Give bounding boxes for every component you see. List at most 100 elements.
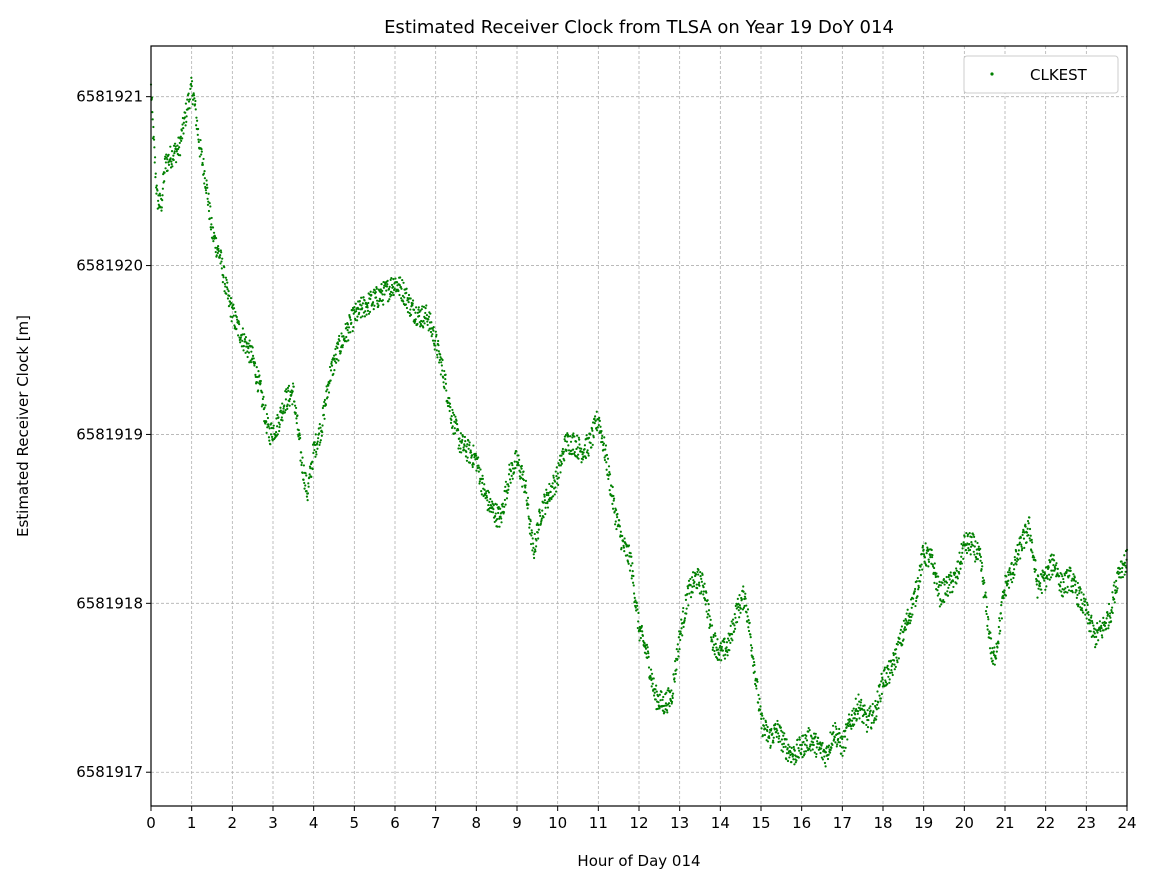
- data-point: [529, 520, 532, 523]
- data-point: [752, 657, 755, 660]
- data-point: [152, 138, 156, 141]
- data-point: [1012, 563, 1015, 566]
- data-point: [633, 600, 636, 604]
- data-point: [291, 390, 294, 393]
- data-point: [793, 763, 796, 766]
- data-point: [564, 439, 567, 443]
- data-point: [349, 318, 352, 321]
- data-point: [361, 307, 364, 310]
- data-point: [637, 620, 640, 623]
- data-point: [302, 464, 305, 467]
- data-point: [529, 542, 533, 546]
- data-point: [1009, 573, 1012, 576]
- data-point: [328, 382, 331, 385]
- data-point: [997, 640, 1000, 643]
- data-point: [488, 500, 491, 504]
- data-point: [514, 466, 517, 470]
- data-point: [634, 606, 637, 609]
- data-point: [605, 453, 609, 457]
- data-point: [837, 737, 840, 741]
- x-tick-label: 21: [995, 814, 1014, 832]
- data-point: [511, 463, 514, 467]
- data-point: [576, 446, 579, 449]
- data-point: [997, 642, 1000, 645]
- x-tick-label: 9: [512, 814, 522, 832]
- data-point: [407, 301, 410, 304]
- data-point: [184, 102, 188, 105]
- data-point: [466, 456, 469, 459]
- data-point: [493, 520, 496, 524]
- data-point: [753, 670, 756, 673]
- data-point: [300, 451, 303, 454]
- data-point: [654, 698, 657, 701]
- data-point: [366, 309, 370, 312]
- data-point: [611, 485, 614, 489]
- data-point: [812, 743, 815, 747]
- data-point: [757, 693, 760, 697]
- data-point: [870, 721, 873, 725]
- data-point: [507, 485, 510, 488]
- data-point: [1115, 589, 1118, 592]
- data-point: [636, 608, 639, 611]
- data-point: [394, 277, 397, 280]
- data-point: [641, 630, 644, 633]
- data-point: [1037, 587, 1040, 590]
- data-point: [976, 552, 979, 555]
- data-point: [899, 628, 902, 631]
- data-point: [207, 192, 210, 195]
- data-point: [376, 302, 379, 305]
- data-point: [1076, 581, 1079, 585]
- data-point: [968, 542, 971, 546]
- data-point: [567, 444, 570, 447]
- data-point: [307, 482, 310, 485]
- data-point: [848, 723, 852, 726]
- data-point: [1089, 630, 1092, 633]
- data-point: [540, 518, 543, 522]
- data-point: [268, 427, 271, 430]
- data-point: [1060, 573, 1063, 576]
- data-point: [420, 308, 423, 311]
- data-point: [714, 632, 717, 635]
- data-point: [1000, 600, 1003, 604]
- data-point: [400, 297, 403, 300]
- data-point: [919, 565, 922, 568]
- data-point: [831, 724, 835, 727]
- data-point: [286, 403, 289, 406]
- data-point: [670, 702, 673, 705]
- data-point: [299, 436, 302, 440]
- data-point: [481, 474, 484, 477]
- data-point: [647, 666, 651, 669]
- data-point: [681, 634, 684, 637]
- data-point: [190, 80, 194, 83]
- data-point: [988, 647, 992, 650]
- data-point: [247, 347, 250, 350]
- data-point: [696, 570, 699, 573]
- data-point: [204, 189, 208, 192]
- data-point: [943, 583, 946, 586]
- data-point: [465, 445, 468, 448]
- data-point: [773, 728, 776, 731]
- data-point: [386, 283, 389, 286]
- data-point: [366, 306, 369, 309]
- data-point: [761, 714, 764, 717]
- data-point: [220, 267, 223, 270]
- data-point: [580, 447, 583, 450]
- data-point: [1067, 576, 1070, 579]
- data-point: [563, 459, 566, 462]
- data-point: [259, 382, 262, 385]
- data-point: [797, 756, 800, 759]
- data-point: [225, 278, 228, 282]
- data-point: [401, 294, 404, 297]
- data-point: [214, 246, 217, 249]
- data-point: [311, 467, 314, 471]
- data-point: [713, 649, 716, 653]
- data-point: [165, 153, 168, 156]
- data-point: [1047, 566, 1050, 569]
- data-point: [827, 746, 830, 749]
- data-point: [664, 702, 668, 705]
- data-point: [942, 598, 945, 602]
- data-point: [1118, 571, 1121, 574]
- data-point: [449, 421, 453, 424]
- data-point: [1102, 616, 1105, 620]
- data-point: [443, 369, 446, 373]
